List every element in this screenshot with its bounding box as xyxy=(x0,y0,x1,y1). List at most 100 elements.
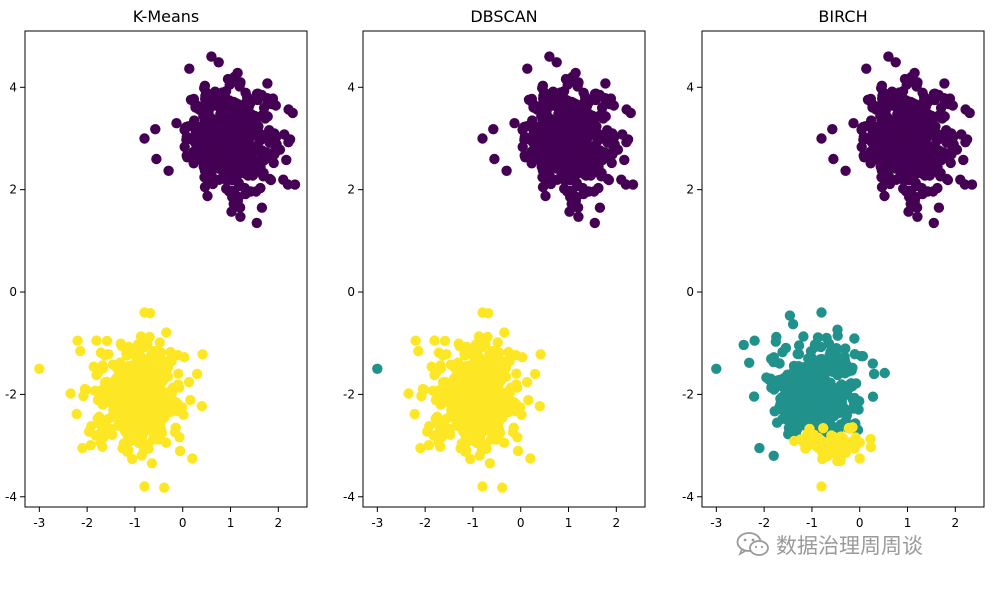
data-point xyxy=(187,453,198,464)
data-point xyxy=(91,369,102,381)
data-point xyxy=(139,481,150,492)
data-point xyxy=(526,93,537,105)
data-point xyxy=(770,336,781,347)
data-point xyxy=(279,129,290,140)
data-point xyxy=(151,153,162,165)
data-point xyxy=(948,139,959,150)
data-point xyxy=(75,345,86,357)
data-point xyxy=(477,481,488,492)
data-point xyxy=(154,337,165,348)
data-point xyxy=(479,408,490,419)
data-point xyxy=(846,437,857,448)
data-point xyxy=(942,174,954,186)
data-point xyxy=(113,370,124,382)
data-point xyxy=(571,145,582,156)
data-point xyxy=(139,307,150,318)
data-point xyxy=(529,368,541,380)
data-point xyxy=(197,143,208,155)
data-point xyxy=(133,352,145,363)
data-point xyxy=(439,335,451,347)
data-point xyxy=(828,153,839,165)
data-point xyxy=(234,202,246,213)
data-point xyxy=(410,335,421,346)
data-point xyxy=(508,422,519,433)
data-point xyxy=(911,163,923,174)
data-point xyxy=(738,339,749,351)
data-point xyxy=(174,432,185,443)
scatter-points xyxy=(711,51,978,492)
data-point xyxy=(163,165,174,176)
data-point xyxy=(239,182,250,194)
data-point xyxy=(416,390,427,402)
data-point xyxy=(262,78,273,89)
data-point xyxy=(226,206,237,217)
data-point xyxy=(488,124,499,135)
data-point xyxy=(71,408,82,420)
data-point xyxy=(589,217,600,229)
x-tick-label: 2 xyxy=(952,516,960,530)
data-point xyxy=(836,438,848,450)
data-point xyxy=(165,346,176,358)
data-point xyxy=(562,79,573,90)
data-point xyxy=(839,351,850,362)
data-point xyxy=(188,93,199,105)
data-point xyxy=(885,93,896,105)
data-point xyxy=(901,95,912,106)
data-point xyxy=(876,80,888,92)
x-tick-label: -2 xyxy=(758,516,770,530)
data-point xyxy=(816,481,827,492)
data-point xyxy=(127,453,138,465)
data-point xyxy=(523,394,534,406)
data-point xyxy=(600,78,611,89)
data-point xyxy=(415,442,426,454)
data-point xyxy=(534,401,545,412)
data-point xyxy=(816,133,827,144)
y-tick-label: 4 xyxy=(9,80,17,94)
data-point xyxy=(861,63,872,74)
data-point xyxy=(511,382,523,393)
data-point xyxy=(832,324,843,335)
data-point xyxy=(806,352,817,363)
data-point xyxy=(919,170,931,181)
data-point xyxy=(847,422,858,433)
data-point xyxy=(234,163,246,174)
data-point xyxy=(865,158,876,169)
data-point xyxy=(281,154,292,166)
data-point xyxy=(857,122,868,134)
data-point xyxy=(258,167,269,179)
watermark-text: 数据治理周周谈 xyxy=(776,534,923,558)
data-point xyxy=(466,393,477,404)
data-point xyxy=(446,392,457,403)
data-point xyxy=(210,158,222,169)
data-point xyxy=(539,159,550,171)
data-point xyxy=(890,57,901,68)
data-point xyxy=(122,420,133,431)
y-tick-label: -2 xyxy=(682,387,694,401)
y-tick-label: 0 xyxy=(347,285,355,299)
data-point xyxy=(99,350,111,361)
data-point xyxy=(959,179,971,190)
y-tick-label: -2 xyxy=(343,387,355,401)
data-point xyxy=(865,441,877,453)
data-point xyxy=(620,179,632,190)
data-point xyxy=(621,137,632,148)
data-point xyxy=(537,80,549,92)
data-point xyxy=(108,392,119,403)
data-point xyxy=(265,174,277,186)
x-tick-label: 0 xyxy=(517,516,525,530)
chart-title: BIRCH xyxy=(818,7,867,26)
data-point xyxy=(485,382,496,394)
data-point xyxy=(460,379,471,390)
data-point xyxy=(478,426,489,437)
data-point xyxy=(118,438,129,449)
data-point xyxy=(577,182,588,194)
data-point xyxy=(239,128,250,139)
data-point xyxy=(535,143,546,155)
data-point xyxy=(856,350,867,362)
data-point xyxy=(883,170,894,181)
data-point xyxy=(85,440,97,451)
data-point xyxy=(892,99,903,110)
data-point xyxy=(116,408,127,419)
data-point xyxy=(749,335,760,346)
data-point xyxy=(435,363,447,374)
